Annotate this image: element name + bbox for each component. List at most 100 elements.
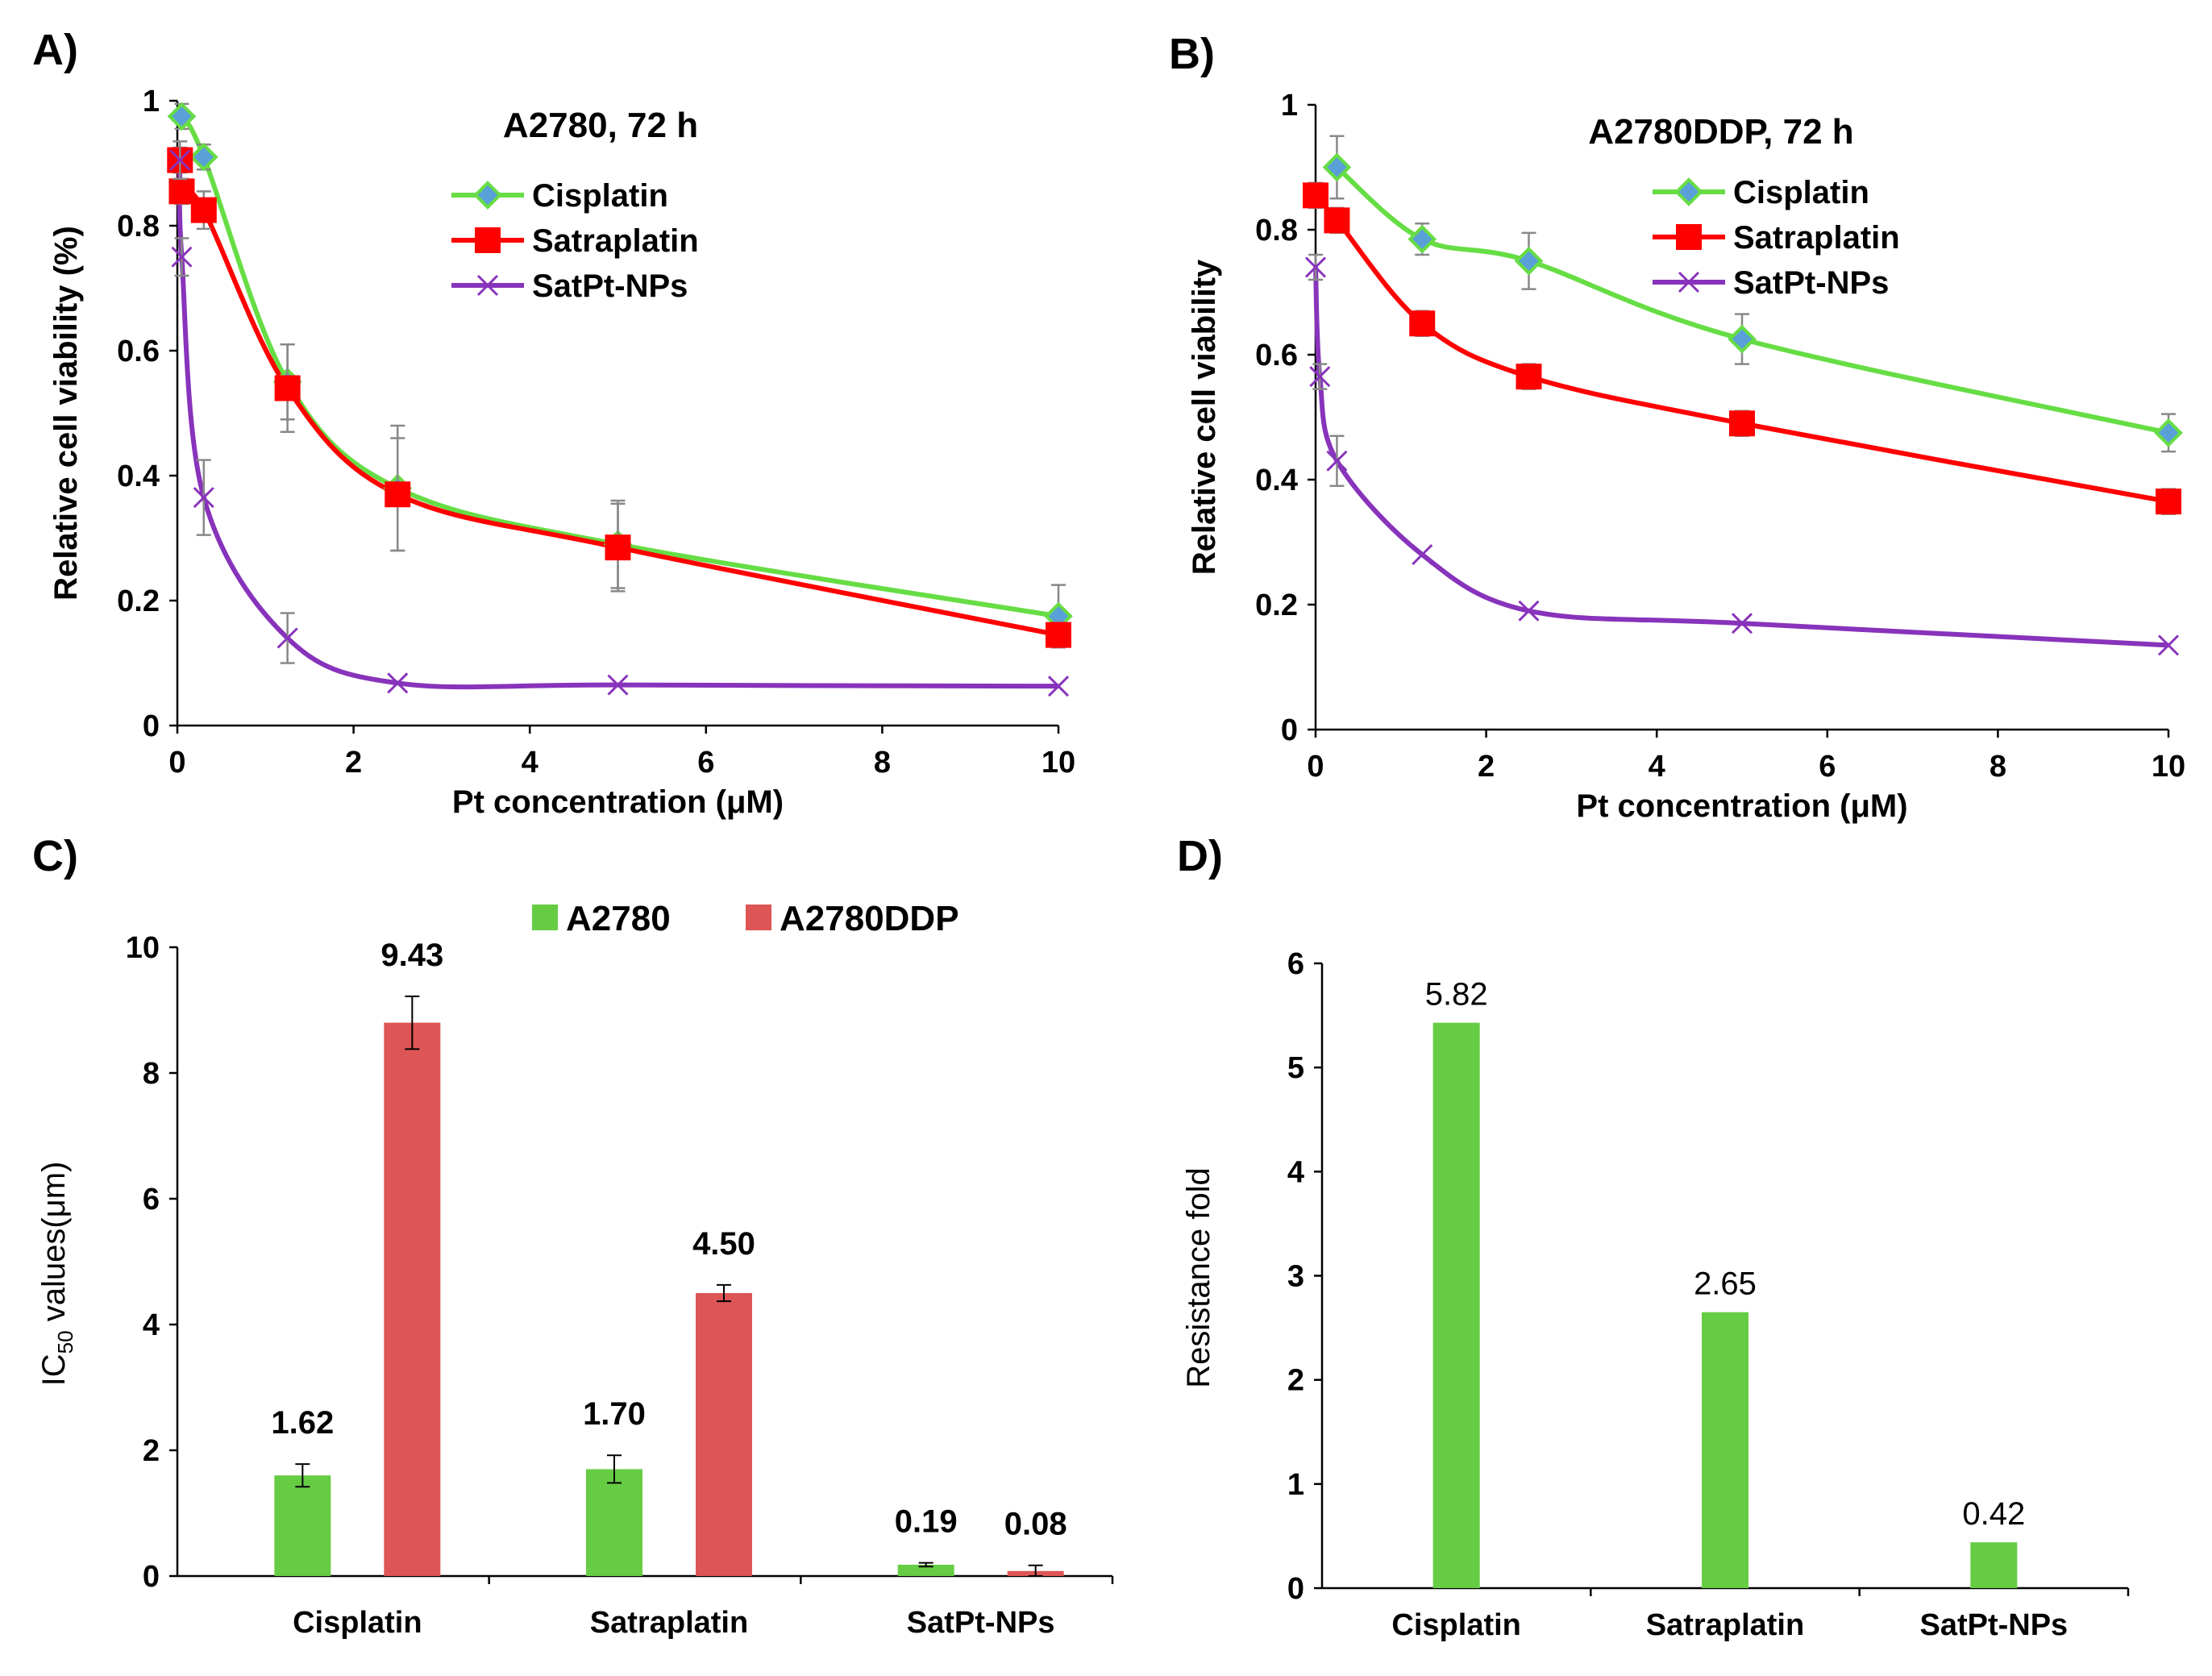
- data-label: 1.70: [583, 1396, 646, 1432]
- y-axis-label: Resistance fold: [1181, 1167, 1216, 1387]
- error-bar: [1028, 1564, 1043, 1577]
- data-point-satraplatin: [190, 197, 217, 223]
- y-tick-label: 2: [1287, 1364, 1304, 1398]
- y-tick-label: 0.2: [1255, 588, 1298, 622]
- error-bar: [918, 1562, 933, 1568]
- error-bar: [607, 1454, 622, 1484]
- legend-label-satraplatin: Satraplatin: [1733, 220, 1900, 256]
- data-point-satpt-nps: [1326, 450, 1348, 472]
- panel-letter-c: C): [32, 832, 78, 880]
- y-tick-label: 1: [143, 85, 160, 119]
- legend-marker-satpt-nps: [476, 274, 499, 297]
- data-point-satraplatin: [1303, 182, 1328, 209]
- y-tick-label: 1: [1287, 1468, 1304, 1502]
- x-tick-label: SatPt-NPs: [1919, 1608, 2068, 1642]
- panel-d-chart: 0 1 2 3 4 5 6 Resistance fold Cisplatin 5.82 Satra…: [1181, 947, 2130, 1642]
- data-point-cisplatin: [1728, 324, 1757, 354]
- data-label: 4.50: [692, 1226, 755, 1262]
- data-point-satpt-nps: [193, 487, 214, 509]
- error-bar: [717, 1283, 731, 1303]
- series-line-satpt-nps: [1313, 267, 2169, 648]
- y-axis-label: Relative cell viability: [1187, 259, 1222, 575]
- data-point-satpt-nps: [169, 149, 191, 171]
- bar-a2780ddp: [696, 1293, 752, 1576]
- y-tick-label: 0: [143, 1560, 160, 1594]
- x-tick-label: Satraplatin: [590, 1606, 748, 1640]
- data-point-satpt-nps: [607, 674, 629, 696]
- data-point-satraplatin: [1409, 310, 1436, 337]
- bar-a2780: [586, 1469, 642, 1576]
- x-tick-label: 8: [1990, 750, 2006, 784]
- y-tick-label: 0.4: [1255, 464, 1298, 497]
- data-point-cisplatin: [1514, 246, 1544, 276]
- x-tick-label: 4: [1649, 750, 1665, 784]
- y-tick-label: 0.8: [117, 210, 160, 243]
- x-axis-label: Pt concentration (μM): [452, 784, 784, 820]
- y-tick-label: 6: [1287, 947, 1304, 981]
- y-tick-label: 0.6: [117, 335, 160, 368]
- y-tick-label: 6: [143, 1183, 160, 1216]
- legend-marker-satpt-nps: [1678, 271, 1700, 293]
- data-point-satpt-nps: [2157, 634, 2180, 656]
- data-label: 9.43: [380, 938, 443, 973]
- legend-label-cisplatin: Cisplatin: [532, 178, 668, 214]
- panel-c-chart: 0 2 4 6 8 10 IC50 values(μm) Cisplatin 1.62 9.43 S…: [36, 899, 1114, 1640]
- legend-label-satpt-nps: SatPt-NPs: [532, 268, 688, 304]
- legend-label-satraplatin: Satraplatin: [532, 223, 699, 259]
- bar-a2780: [897, 1564, 954, 1576]
- data-point-cisplatin: [167, 102, 197, 131]
- data-point-satpt-nps: [1412, 543, 1433, 566]
- bar-resistance-fold: [1970, 1542, 2018, 1588]
- data-point-satraplatin: [1046, 622, 1071, 648]
- bar-a2780ddp: [384, 1022, 441, 1576]
- data-point-cisplatin: [189, 142, 218, 172]
- legend-swatch-a2780ddp: [746, 905, 771, 930]
- data-point-cisplatin: [2154, 418, 2183, 447]
- y-tick-label: 4: [143, 1308, 160, 1342]
- y-tick-label: 4: [1287, 1155, 1304, 1189]
- x-tick-label: 2: [345, 746, 362, 780]
- y-tick-label: 3: [1287, 1260, 1304, 1294]
- data-label: 1.62: [271, 1405, 334, 1441]
- x-tick-label: 6: [1819, 750, 1836, 784]
- series-line-satpt-nps: [177, 160, 1059, 690]
- data-label: 0.42: [1962, 1496, 2025, 1532]
- x-tick-label: Satraplatin: [1646, 1608, 1804, 1642]
- data-point-satraplatin: [605, 534, 631, 561]
- data-point-cisplatin: [1322, 152, 1352, 182]
- data-point-satraplatin: [168, 178, 195, 205]
- y-tick-label: 0.2: [117, 584, 160, 618]
- y-tick-label: 2: [143, 1434, 160, 1468]
- series-line-satraplatin: [1313, 193, 2169, 505]
- y-tick-label: 0.4: [117, 460, 160, 493]
- y-axis-label: IC50 values(μm): [36, 1162, 77, 1387]
- y-tick-label: 10: [126, 931, 160, 965]
- data-point-satraplatin: [1729, 410, 1755, 437]
- x-tick-label: SatPt-NPs: [907, 1606, 1055, 1640]
- data-label: 0.19: [895, 1504, 958, 1540]
- data-point-cisplatin: [1407, 224, 1437, 254]
- chart-title: A2780DDP, 72 h: [1588, 112, 1853, 152]
- data-point-satpt-nps: [1731, 613, 1753, 634]
- y-tick-label: 0: [1281, 713, 1298, 747]
- panel-letter-a: A): [32, 26, 78, 74]
- data-point-satpt-nps: [1309, 366, 1331, 388]
- y-tick-label: 1: [1281, 89, 1298, 123]
- y-axis-label: Relative cell viability (%): [48, 226, 84, 601]
- legend-label-a2780ddp: A2780DDP: [780, 899, 959, 938]
- data-label: 0.08: [1004, 1507, 1067, 1542]
- error-bar: [405, 995, 420, 1050]
- data-point-satpt-nps: [1304, 256, 1327, 278]
- chart-title: A2780, 72 h: [503, 106, 698, 145]
- data-point-satpt-nps: [276, 627, 298, 649]
- bar-resistance-fold: [1432, 1022, 1480, 1588]
- x-tick-label: 10: [1042, 746, 1075, 780]
- data-label: 2.65: [1694, 1266, 1757, 1302]
- legend-marker-cisplatin: [473, 181, 502, 210]
- legend-label-satpt-nps: SatPt-NPs: [1733, 265, 1889, 301]
- legend-marker-satraplatin: [1676, 224, 1702, 250]
- x-tick-label: 2: [1478, 750, 1495, 784]
